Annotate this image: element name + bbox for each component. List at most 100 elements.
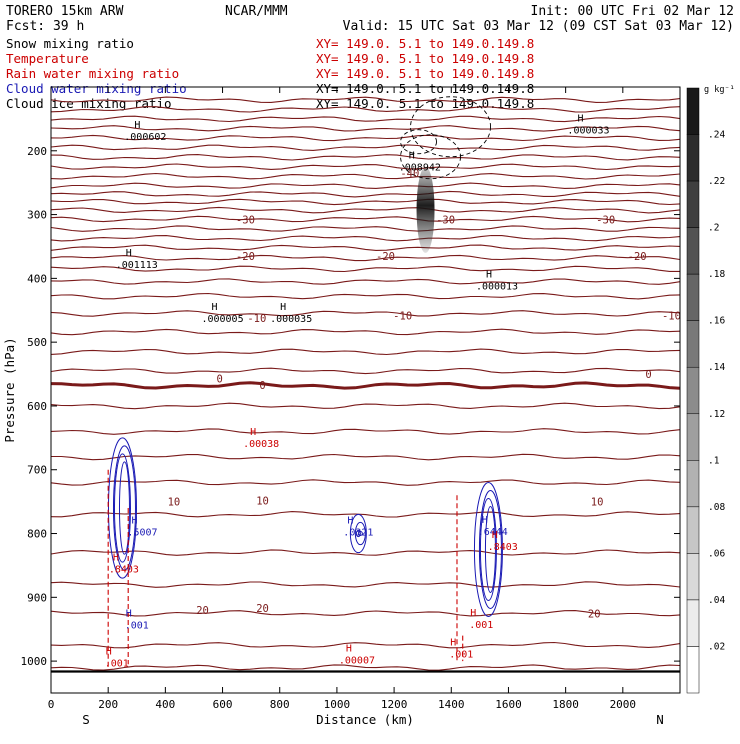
- isotherm-line: [51, 511, 680, 518]
- x-axis-start-label: S: [82, 712, 90, 727]
- isotherm-label: -40: [400, 168, 419, 180]
- cloud-water-contour: [473, 481, 503, 617]
- isotherm-line: [51, 154, 680, 161]
- isotherm-line: [51, 254, 680, 262]
- maximum-marker: H: [492, 530, 498, 541]
- isotherm-line: [51, 549, 680, 556]
- isotherm-line: [51, 348, 680, 356]
- isotherm-line: [51, 479, 680, 486]
- cloud-water-contour: [112, 445, 136, 571]
- maximum-marker: H: [126, 248, 132, 259]
- isotherm-line: [51, 125, 680, 132]
- isotherm-line: [51, 641, 680, 649]
- y-tick-label: 800: [27, 528, 47, 541]
- isotherm-line: [51, 292, 680, 300]
- maximum-marker: H: [250, 427, 256, 438]
- plot-layer: -40 -30 -30 -30 -20 -20 -20 -10 -10 -10 0 0 0 10 10 10 2…: [51, 96, 681, 673]
- isotherm-line: [51, 215, 680, 223]
- isotherm-line: [51, 610, 680, 617]
- legend-xy: XY= 149.0. 5.1 to 149.0.149.8: [316, 36, 534, 51]
- isotherm-line: [51, 172, 680, 180]
- maximum-marker: H: [470, 608, 476, 619]
- isotherm-label: 20: [588, 608, 601, 620]
- y-tick-label: 500: [27, 336, 47, 349]
- x-tick-label: 2000: [610, 698, 637, 711]
- colorbar-label: .2: [708, 223, 719, 234]
- isotherm-label: -10: [662, 310, 681, 322]
- snow-contour: [410, 96, 491, 158]
- colorbar-swatch: [686, 320, 700, 368]
- isotherm-line: [51, 96, 680, 103]
- maximum-marker: H: [106, 646, 112, 657]
- cloud-water-contour: [479, 497, 497, 601]
- maximum-marker: H: [280, 302, 286, 313]
- cloud-water-contour: [349, 513, 367, 554]
- isotherm-label: 10: [256, 495, 269, 507]
- snow-contour: [400, 129, 437, 155]
- cloud-water-contour: [355, 529, 361, 538]
- colorbar-label: .02: [708, 641, 725, 652]
- isotherm-line: [51, 206, 680, 214]
- maximum-marker: H: [347, 516, 353, 527]
- isotherm-line: [51, 115, 680, 123]
- isotherm-line: [51, 310, 680, 317]
- x-tick-label: 200: [98, 698, 118, 711]
- maximum-value: .6444: [478, 527, 508, 538]
- snow-contour: [400, 134, 461, 180]
- x-tick-label: 600: [213, 698, 233, 711]
- colorbar-label: .16: [708, 316, 725, 327]
- colorbar-label: .06: [708, 548, 725, 559]
- maximum-marker: H: [131, 516, 137, 527]
- isotherm-label: -10: [247, 313, 266, 325]
- isotherm-line: [51, 278, 680, 285]
- maximum-value: .001113: [116, 260, 158, 271]
- axes: 0 200 400 600 800 1000 1200 1400 1600 1800 2000200…: [21, 87, 680, 711]
- valid-time: Valid: 15 UTC Sat 03 Mar 12 (09 CST Sat …: [343, 19, 734, 34]
- y-tick-label: 1000: [21, 655, 48, 668]
- colorbar-label: .24: [708, 130, 725, 141]
- maximum-value: .0321: [343, 528, 373, 539]
- init-time: Init: 00 UTC Fri 02 Mar 12: [531, 4, 735, 19]
- isotherm-label: -30: [596, 215, 615, 227]
- x-tick-label: 0: [48, 698, 55, 711]
- colorbar-label: .22: [708, 176, 725, 187]
- maximum-value: .000013: [476, 281, 518, 292]
- isotherm-line: [51, 664, 680, 671]
- colorbar-swatch: [686, 366, 700, 415]
- colorbar: .24 .22 .2 .18 .16 .14 .12 .1 .08 .06 .04 .02: [686, 87, 725, 694]
- maximum-value: .001: [469, 620, 493, 631]
- isotherm-line: [51, 144, 680, 151]
- maximum-marker: H: [212, 302, 218, 313]
- isotherm-line: [51, 190, 680, 198]
- cloud-water-contour: [478, 489, 502, 609]
- x-tick-label: 1600: [495, 698, 522, 711]
- isotherm-line: [51, 453, 680, 461]
- colorbar-label: .04: [708, 595, 725, 606]
- x-tick-label: 1200: [381, 698, 408, 711]
- isotherm-line: [51, 265, 680, 273]
- maximum-marker: H: [409, 151, 415, 162]
- cloud-water-contour: [484, 505, 496, 593]
- isotherm-label: 0: [217, 374, 223, 386]
- isotherm-line: [51, 402, 680, 410]
- isotherm-label: -30: [236, 215, 255, 227]
- x-tick-label: 1800: [552, 698, 579, 711]
- isotherm-line: [51, 581, 680, 588]
- isotherm-label: 0: [645, 369, 651, 381]
- cloud-water-contour: [113, 453, 131, 563]
- colorbar-label: .12: [708, 409, 725, 420]
- plot-area: -40 -30 -30 -30 -20 -20 -20 -10 -10 -10 0 0 0 10 10 10 2…: [51, 96, 681, 673]
- y-axis-label: Pressure (hPa): [2, 337, 17, 442]
- maximum-value: .000035: [270, 314, 312, 325]
- cloud-ice-plume: [416, 166, 435, 253]
- y-tick-label: 700: [27, 464, 47, 477]
- colorbar-swatch: [686, 460, 700, 508]
- colorbar-swatch: [686, 87, 700, 135]
- maximum-marker: H: [134, 120, 140, 131]
- maximum-marker: H: [486, 269, 492, 280]
- legend-xy: XY= 149.0. 5.1 to 149.0.149.8: [316, 66, 534, 81]
- y-tick-label: 900: [27, 591, 47, 604]
- maximum-value: .000005: [201, 314, 243, 325]
